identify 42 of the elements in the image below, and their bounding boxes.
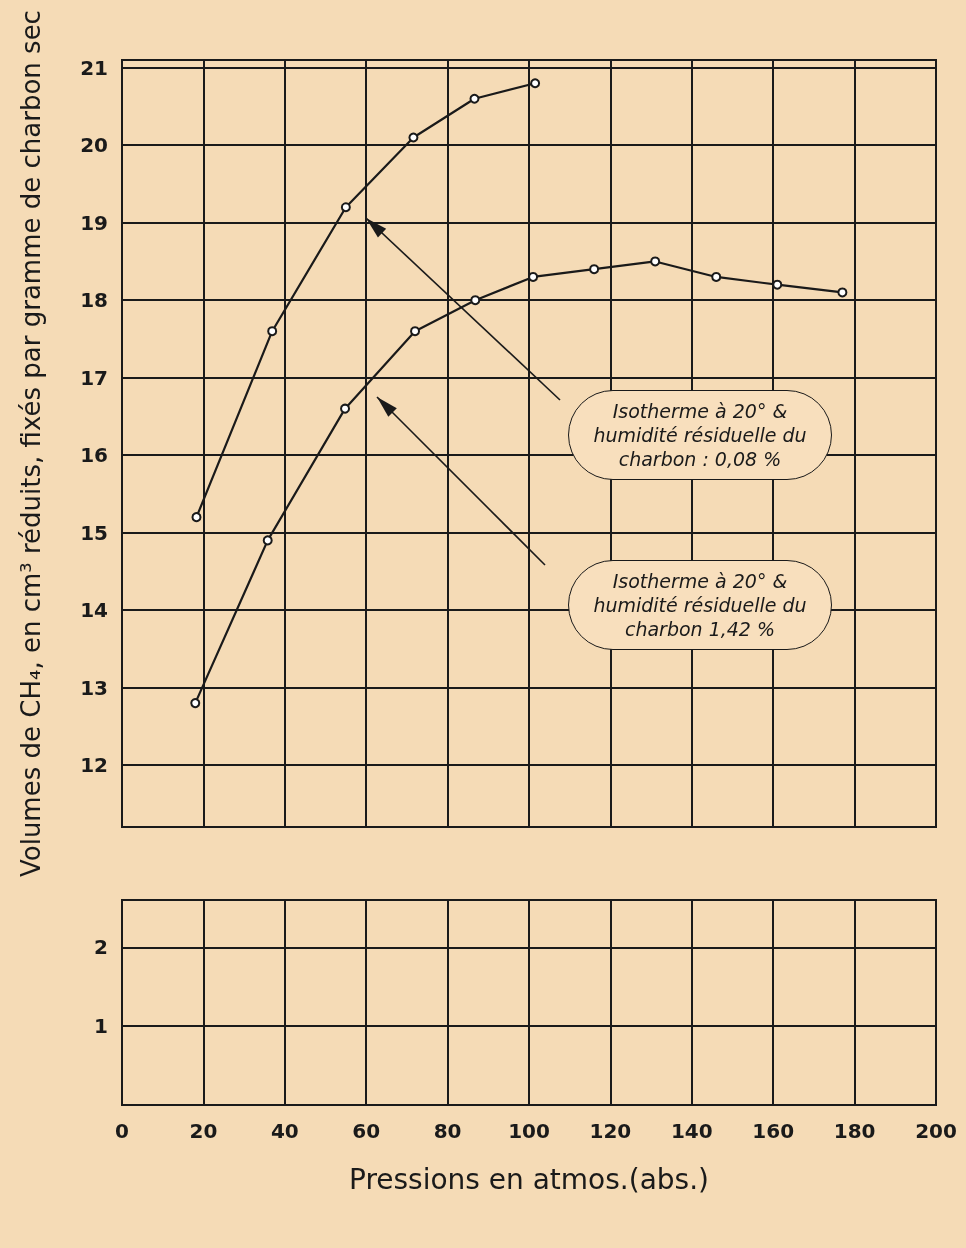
x-tick-label: 100	[508, 1119, 550, 1143]
y-tick-label: 13	[80, 675, 108, 700]
x-tick-label: 0	[115, 1119, 129, 1143]
point	[340, 403, 351, 414]
x-tick-label: 60	[352, 1119, 381, 1143]
x-tick-label: 40	[270, 1119, 299, 1143]
x-tick-label: 120	[589, 1119, 632, 1143]
point	[470, 295, 481, 306]
point	[410, 326, 421, 337]
point	[262, 535, 273, 546]
point	[837, 287, 848, 298]
x-tick-label: 200	[915, 1119, 957, 1143]
point	[589, 264, 600, 275]
point	[711, 271, 722, 282]
x-tick-label: 180	[833, 1119, 876, 1143]
point	[340, 202, 351, 213]
x-axis-title: Pressions en atmos.(abs.)	[348, 1162, 710, 1196]
x-tick-label: 160	[752, 1119, 795, 1143]
y-tick-label: 15	[80, 520, 108, 545]
x-tick-label: 140	[670, 1119, 713, 1143]
y-tick-label: 19	[80, 210, 108, 235]
point	[191, 512, 202, 523]
y-tick-label: 20	[80, 133, 108, 158]
point	[530, 78, 541, 89]
x-tick-label: 80	[433, 1119, 462, 1143]
point	[267, 326, 278, 337]
y-tick-label: 2	[94, 935, 108, 960]
point	[190, 698, 201, 709]
point	[408, 132, 419, 143]
y-tick-label: 18	[80, 288, 108, 313]
y-tick-label: 1	[94, 1014, 108, 1039]
annotation: Isotherme à 20° & humidité résiduelle du charbon 1,42 %	[568, 560, 832, 650]
y-tick-label: 16	[80, 443, 108, 468]
y-tick-label: 14	[80, 598, 108, 623]
y-axis-title: Volumes de CH₄, en cm³ réduits, fixés par gramme de charbon sec	[16, 10, 46, 878]
annotation: Isotherme à 20° & humidité résiduelle du charbon : 0,08 %	[568, 390, 832, 480]
point	[469, 93, 480, 104]
point	[650, 256, 661, 267]
y-tick-label: 17	[80, 365, 108, 390]
y-tick-label: 21	[80, 55, 108, 80]
y-tick-label: 12	[80, 753, 108, 778]
x-tick-label: 20	[189, 1119, 218, 1143]
